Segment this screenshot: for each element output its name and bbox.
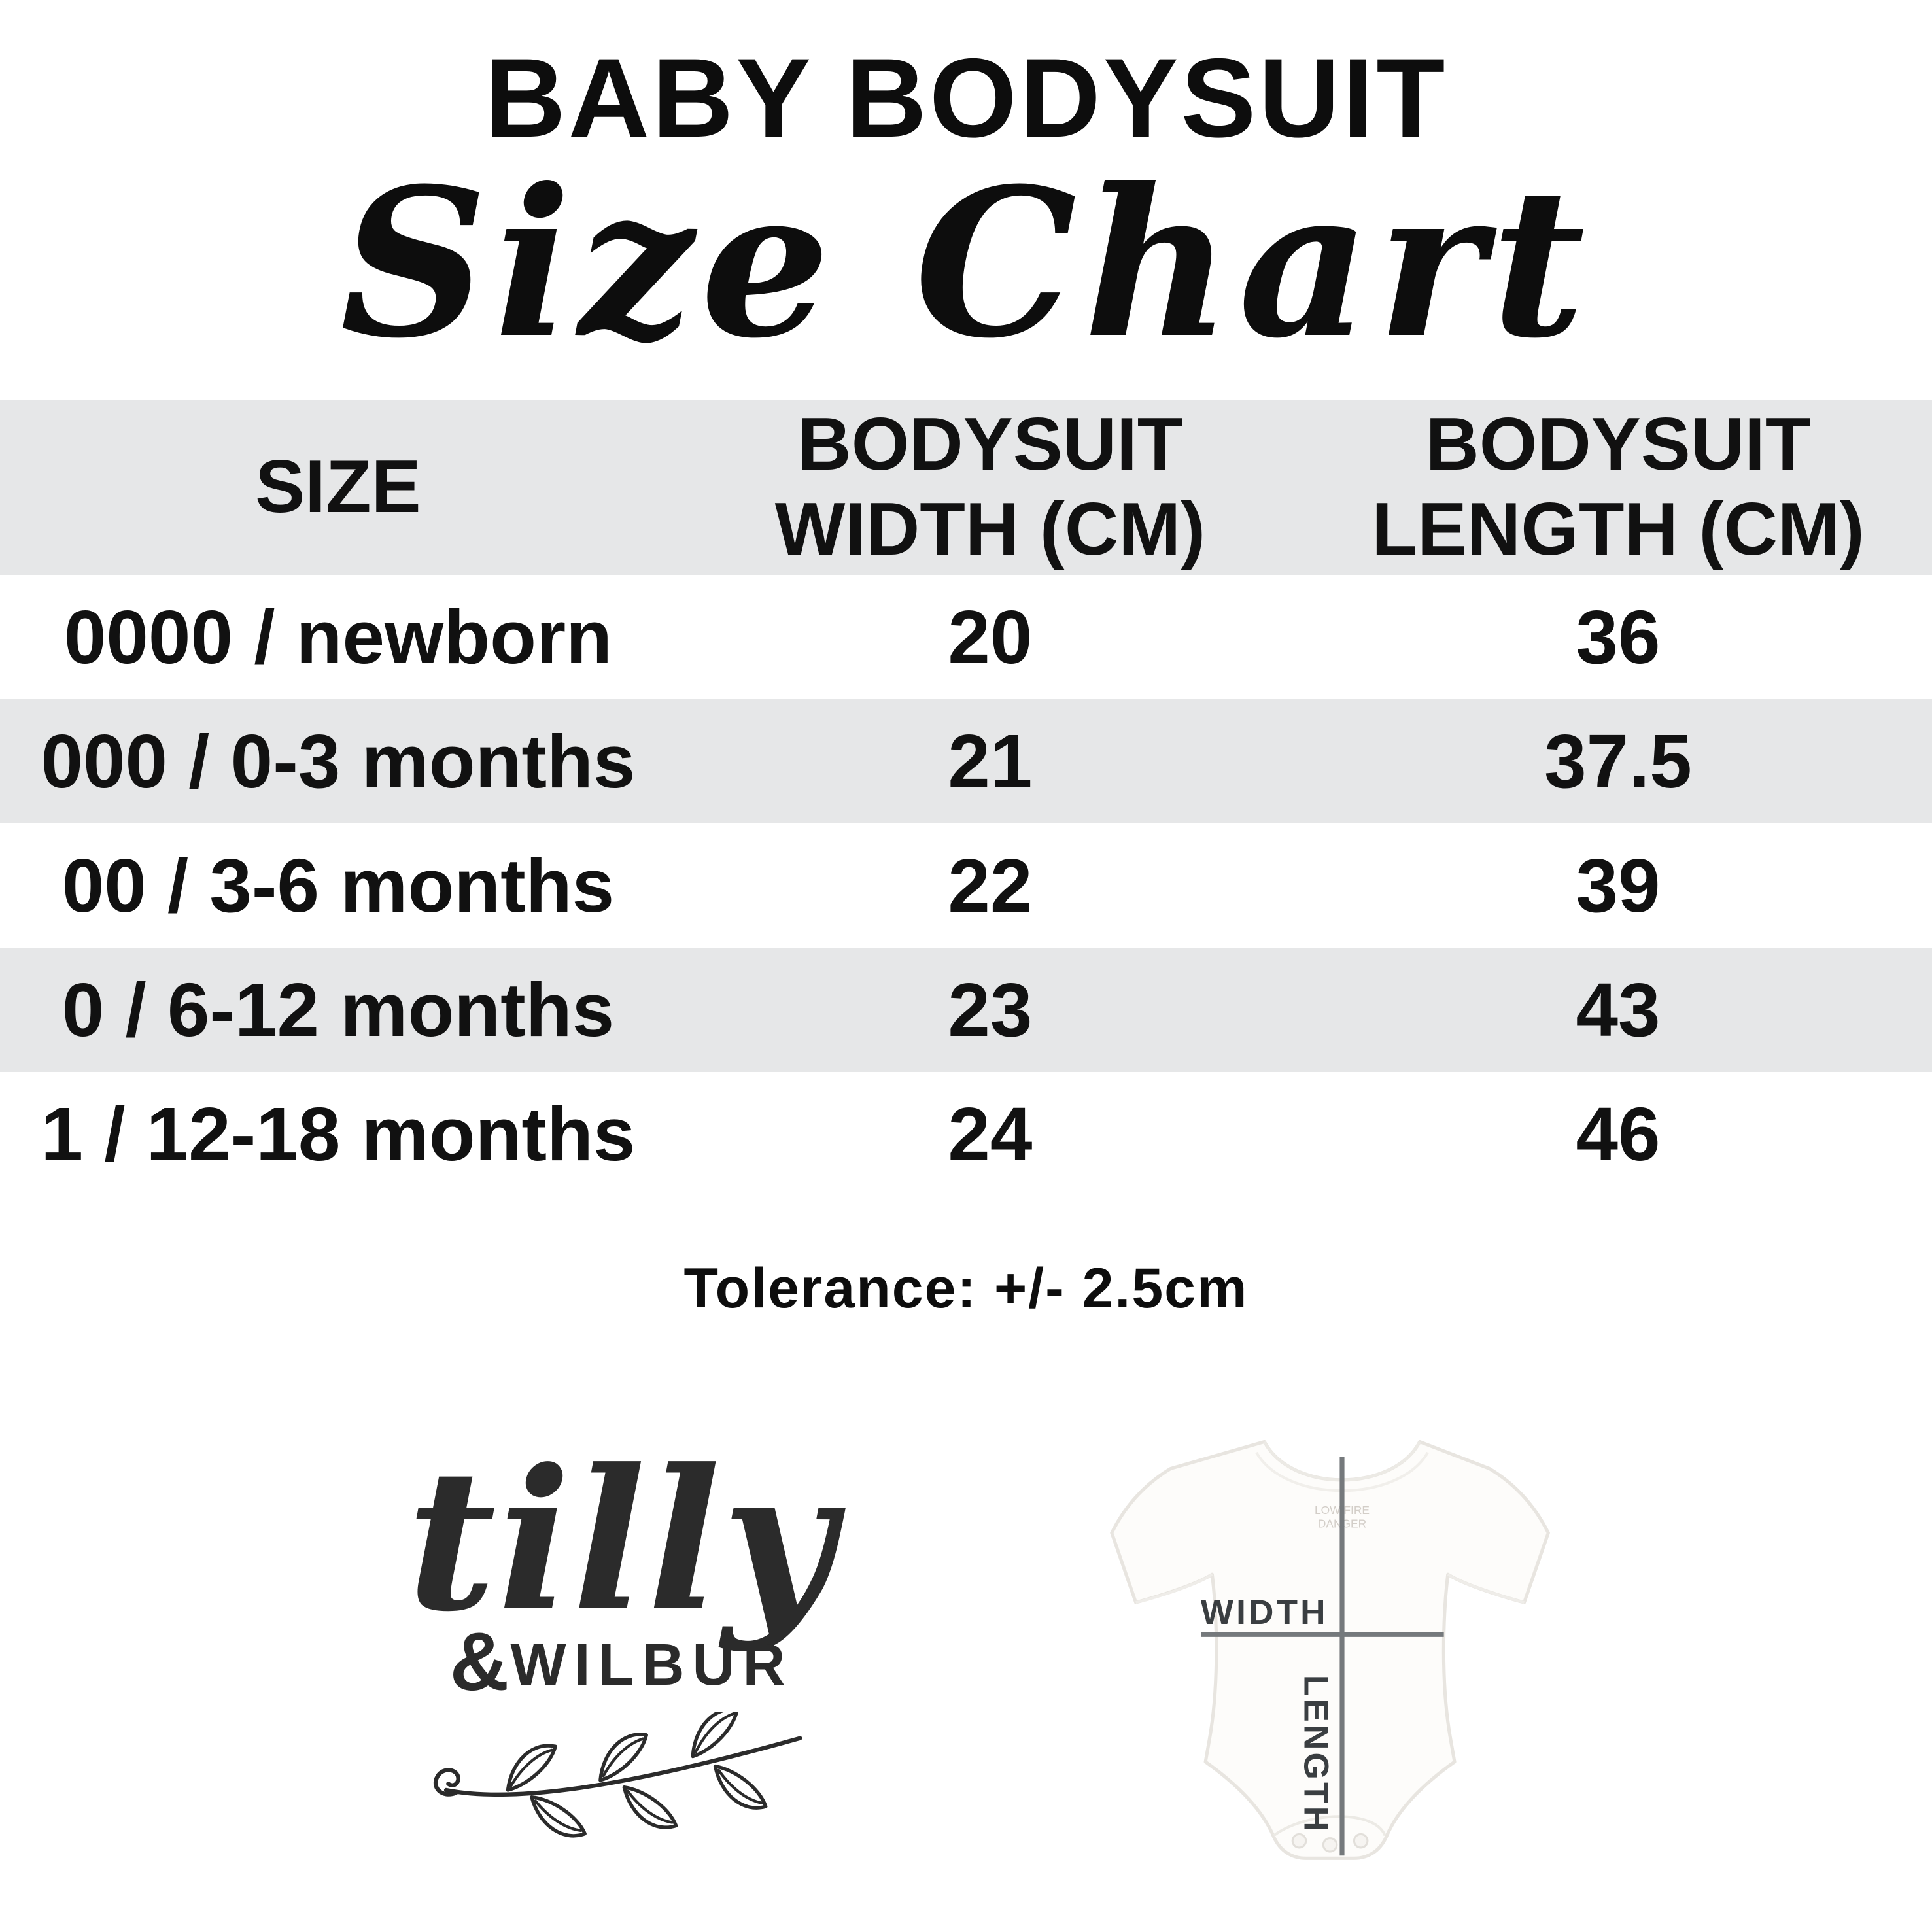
width-cell: 20 bbox=[948, 594, 1033, 680]
width-label: WIDTH bbox=[1201, 1593, 1328, 1632]
bottom-section: tilly &WILBUR bbox=[0, 1334, 1932, 1932]
column-header-size: SIZE bbox=[255, 445, 421, 528]
table-row: 0 / 6-12 months 23 43 bbox=[0, 947, 1932, 1072]
size-table: SIZE BODYSUIT WIDTH (CM) BODYSUIT LENGTH… bbox=[0, 399, 1932, 1196]
size-cell: 1 / 12-18 months bbox=[41, 1091, 636, 1177]
column-header-length-line1: BODYSUIT bbox=[1425, 402, 1811, 486]
column-header-width: BODYSUIT WIDTH (CM) bbox=[676, 402, 1304, 572]
table-row: 00 / 3-6 months 22 39 bbox=[0, 823, 1932, 948]
table-row: 0000 / newborn 20 36 bbox=[0, 575, 1932, 699]
brand-logo: tilly &WILBUR bbox=[386, 1426, 857, 1855]
width-cell: 24 bbox=[948, 1091, 1033, 1177]
brand-secondary-name: WILBUR bbox=[510, 1632, 793, 1699]
width-cell: 21 bbox=[948, 718, 1033, 804]
length-cell: 39 bbox=[1576, 842, 1661, 928]
column-header-length-line2: LENGTH (CM) bbox=[1371, 487, 1865, 571]
tolerance-note: Tolerance: +/- 2.5cm bbox=[683, 1256, 1249, 1320]
table-row: 000 / 0-3 months 21 37.5 bbox=[0, 699, 1932, 823]
page-subtitle: Size Chart bbox=[340, 143, 1592, 384]
length-cell: 46 bbox=[1576, 1091, 1661, 1177]
column-header-length: BODYSUIT LENGTH (CM) bbox=[1304, 402, 1932, 572]
size-cell: 000 / 0-3 months bbox=[41, 718, 636, 804]
length-cell: 36 bbox=[1576, 594, 1661, 680]
brand-name-script: tilly bbox=[406, 1426, 837, 1654]
width-cell: 22 bbox=[948, 842, 1033, 928]
size-cell: 0 / 6-12 months bbox=[61, 967, 615, 1052]
size-cell: 0000 / newborn bbox=[63, 594, 612, 680]
bodysuit-measurement-diagram: LOW FIRE DANGER WIDTH LENGTH bbox=[1110, 1440, 1550, 1860]
brand-ampersand: & bbox=[449, 1615, 511, 1708]
width-cell: 23 bbox=[948, 967, 1033, 1052]
size-cell: 00 / 3-6 months bbox=[61, 842, 615, 928]
length-label: LENGTH bbox=[1297, 1675, 1336, 1834]
column-header-width-line2: WIDTH (CM) bbox=[774, 487, 1206, 571]
column-header-width-line1: BODYSUIT bbox=[797, 402, 1183, 486]
laurel-branch-icon bbox=[433, 1712, 802, 1852]
brand-name-caps: &WILBUR bbox=[386, 1614, 857, 1709]
table-header-row: SIZE BODYSUIT WIDTH (CM) BODYSUIT LENGTH… bbox=[0, 399, 1932, 575]
page-title: BABY BODYSUIT bbox=[484, 35, 1448, 161]
table-row: 1 / 12-18 months 24 46 bbox=[0, 1072, 1932, 1196]
length-cell: 43 bbox=[1576, 967, 1661, 1052]
length-cell: 37.5 bbox=[1544, 718, 1692, 804]
